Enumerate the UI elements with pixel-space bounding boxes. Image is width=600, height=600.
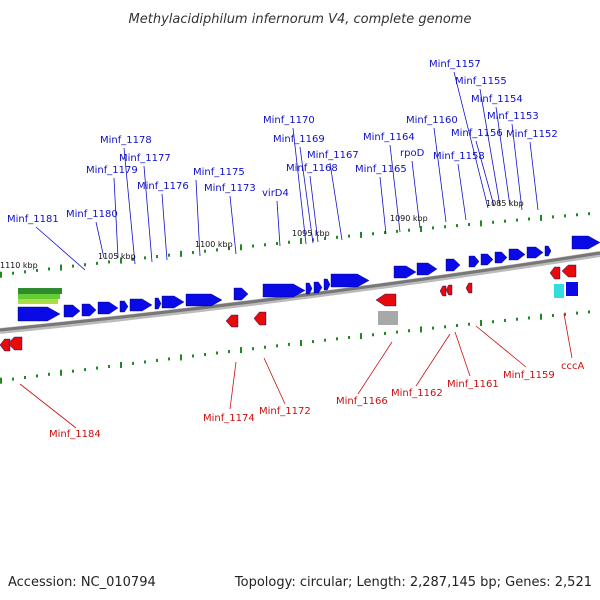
- forward-gene-label[interactable]: Minf_1170: [263, 115, 315, 126]
- forward-gene-arrow[interactable]: [323, 278, 331, 291]
- forward-gene-label[interactable]: Minf_1168: [286, 163, 338, 174]
- reverse-gene-arrow[interactable]: [439, 285, 447, 297]
- forward-gene-label[interactable]: Minf_1175: [193, 167, 245, 178]
- forward-gene-label[interactable]: rpoD: [400, 148, 425, 159]
- genome-backbone: [0, 251, 600, 334]
- reverse-gene-arrow[interactable]: [225, 314, 239, 328]
- forward-gene-arrow[interactable]: [63, 304, 81, 318]
- reverse-gene-arrow[interactable]: [465, 282, 473, 294]
- forward-gene-arrow[interactable]: [445, 258, 461, 272]
- genome-summary-text: Topology: circular; Length: 2,287,145 bp…: [234, 575, 592, 590]
- forward-gene-arrow[interactable]: [97, 301, 119, 315]
- gene-labels[interactable]: Minf_1181 Minf_1180 Minf_1179 Minf_1178 Minf…: [7, 59, 584, 440]
- rrna-cluster-block[interactable]: [18, 288, 62, 294]
- ruler-label: 1110 kbp: [0, 261, 38, 270]
- position-ruler: 1110 kbp 1105 kbp 1100 kbp 1095 kbp 1090 kbp…: [0, 199, 524, 270]
- reverse-gene-label[interactable]: Minf_1184: [49, 429, 101, 440]
- forward-gene-label[interactable]: Minf_1179: [86, 165, 138, 176]
- label-leader-lines: [19, 71, 573, 429]
- reverse-gene-label[interactable]: Minf_1174: [203, 413, 255, 424]
- forward-gene-arrow[interactable]: [17, 306, 61, 322]
- reverse-gene-label[interactable]: Minf_1166: [336, 396, 388, 407]
- ruler-label: 1090 kbp: [390, 214, 428, 223]
- forward-gene-arrow[interactable]: [262, 283, 306, 298]
- forward-gene-arrow[interactable]: [185, 293, 223, 307]
- forward-gene-arrow[interactable]: [161, 295, 185, 309]
- gene-features[interactable]: [0, 235, 600, 352]
- reverse-gene-arrow[interactable]: [0, 338, 11, 352]
- forward-gene-arrow[interactable]: [480, 253, 494, 266]
- forward-gene-arrow[interactable]: [305, 282, 313, 295]
- forward-gene-arrow[interactable]: [416, 262, 438, 276]
- reverse-gene-arrow[interactable]: [549, 266, 561, 280]
- forward-gene-label[interactable]: Minf_1164: [363, 132, 415, 143]
- rrna-cluster-block[interactable]: [18, 299, 58, 304]
- forward-gene-arrow[interactable]: [119, 300, 129, 313]
- reverse-gene-arrow[interactable]: [7, 336, 23, 351]
- forward-gene-label[interactable]: Minf_1158: [433, 151, 485, 162]
- reverse-gene-arrow[interactable]: [375, 293, 397, 307]
- forward-gene-arrow[interactable]: [544, 245, 552, 257]
- accession-text: Accession: NC_010794: [8, 575, 156, 590]
- forward-gene-arrow[interactable]: [233, 287, 249, 301]
- forward-gene-label[interactable]: Minf_1152: [506, 129, 558, 140]
- forward-gene-arrow[interactable]: [468, 255, 480, 268]
- reverse-gene-arrow[interactable]: [253, 311, 267, 326]
- rna-gene-block[interactable]: [378, 311, 398, 325]
- ruler-label: 1105 kbp: [98, 252, 136, 261]
- forward-gene-arrow[interactable]: [526, 246, 544, 259]
- forward-gene-label[interactable]: Minf_1176: [137, 181, 189, 192]
- forward-gene-label[interactable]: Minf_1167: [307, 150, 359, 161]
- forward-gene-label[interactable]: Minf_1178: [100, 135, 152, 146]
- forward-gene-arrow[interactable]: [313, 281, 323, 294]
- forward-gene-block[interactable]: [566, 282, 578, 296]
- forward-gene-label[interactable]: Minf_1153: [487, 111, 539, 122]
- ruler-label: 1100 kbp: [195, 240, 233, 249]
- reverse-gene-label[interactable]: cccA: [561, 361, 584, 372]
- forward-gene-label[interactable]: virD4: [262, 188, 289, 199]
- forward-gene-label[interactable]: Minf_1156: [451, 128, 503, 139]
- reverse-gene-label[interactable]: Minf_1162: [391, 388, 443, 399]
- forward-gene-label[interactable]: Minf_1181: [7, 214, 59, 225]
- ruler-label: 1085 kbp: [486, 199, 524, 208]
- reverse-gene-label[interactable]: Minf_1161: [447, 379, 499, 390]
- ruler-label: 1095 kbp: [292, 229, 330, 238]
- forward-gene-arrow[interactable]: [494, 251, 508, 264]
- forward-gene-arrow[interactable]: [508, 248, 526, 261]
- forward-gene-arrow[interactable]: [129, 298, 153, 312]
- map-title: Methylacidiphilum infernorum V4, complet…: [129, 12, 472, 27]
- forward-gene-label[interactable]: Minf_1165: [355, 164, 407, 175]
- reverse-gene-label[interactable]: Minf_1172: [259, 406, 311, 417]
- forward-gene-label[interactable]: Minf_1157: [429, 59, 481, 70]
- forward-gene-label[interactable]: Minf_1160: [406, 115, 458, 126]
- forward-gene-label[interactable]: Minf_1173: [204, 183, 256, 194]
- forward-gene-label[interactable]: Minf_1180: [66, 209, 118, 220]
- cyan-feature-block[interactable]: [554, 284, 564, 298]
- reverse-gene-arrow[interactable]: [445, 284, 453, 296]
- forward-gene-arrow[interactable]: [571, 235, 600, 250]
- forward-gene-arrow[interactable]: [81, 303, 97, 317]
- forward-gene-arrow[interactable]: [393, 265, 417, 279]
- forward-gene-label[interactable]: Minf_1177: [119, 153, 171, 164]
- tick-marks: [0, 212, 590, 384]
- reverse-gene-arrow[interactable]: [561, 264, 577, 278]
- forward-gene-label[interactable]: Minf_1154: [471, 94, 523, 105]
- forward-gene-label[interactable]: Minf_1169: [273, 134, 325, 145]
- forward-gene-label[interactable]: Minf_1155: [455, 76, 507, 87]
- reverse-gene-label[interactable]: Minf_1159: [503, 370, 555, 381]
- forward-gene-arrow[interactable]: [154, 297, 162, 310]
- forward-gene-arrow[interactable]: [330, 273, 370, 288]
- rrna-cluster-block[interactable]: [18, 294, 60, 299]
